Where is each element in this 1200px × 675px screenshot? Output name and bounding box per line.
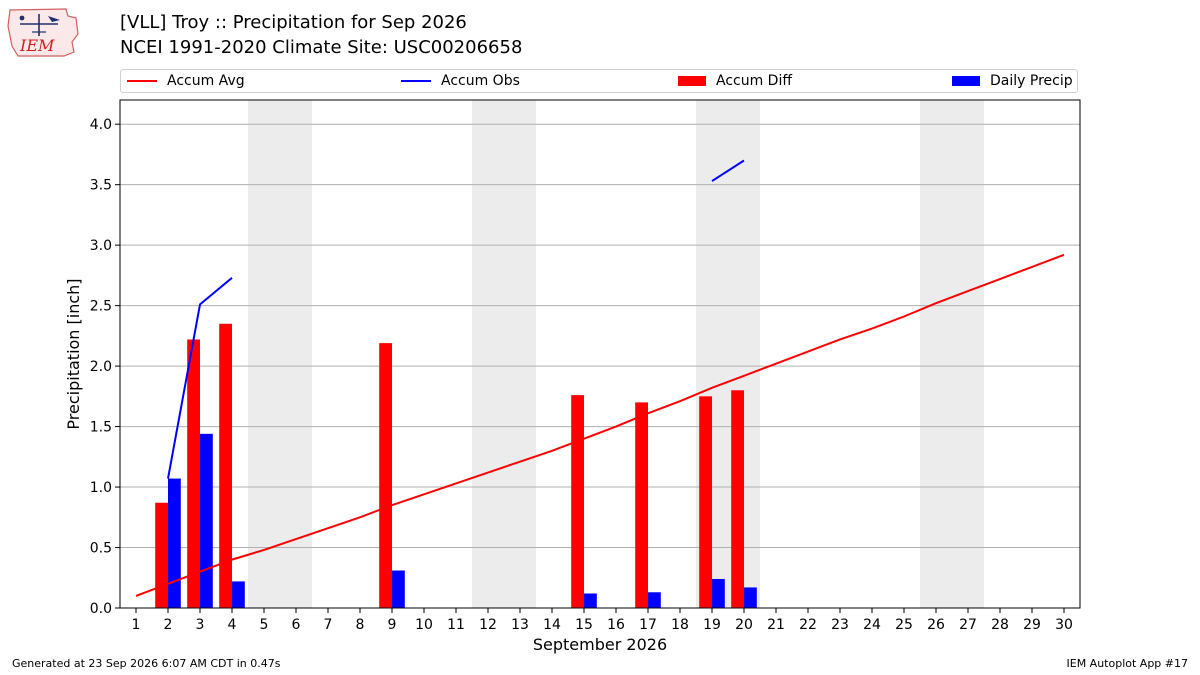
x-tick-label: 12: [479, 617, 497, 633]
legend-label-accum-obs: Accum Obs: [441, 73, 520, 89]
app-credit: IEM Autoplot App #17: [1066, 657, 1189, 670]
accum-diff-bar: [379, 343, 392, 608]
x-tick-label: 3: [196, 617, 205, 633]
y-tick-label: 2.0: [90, 359, 112, 375]
x-tick-label: 24: [863, 617, 881, 633]
accum-diff-bar: [571, 395, 584, 608]
x-tick-label: 4: [228, 617, 237, 633]
x-tick-label: 20: [735, 617, 753, 633]
accum-obs-line: [167, 277, 233, 479]
x-tick-label: 26: [927, 617, 945, 633]
accum-obs-line: [711, 159, 745, 182]
weekend-band: [920, 100, 984, 608]
y-tick-label: 1.0: [90, 480, 112, 496]
x-tick-label: 18: [671, 617, 689, 633]
accum-diff-bar: [187, 339, 200, 608]
x-tick-label: 17: [639, 617, 657, 633]
weekend-band: [472, 100, 536, 608]
daily-precip-bar: [712, 578, 725, 608]
x-axis-label: September 2026: [533, 635, 667, 654]
legend: Accum Avg Accum Obs Accum Diff Daily Pre…: [120, 69, 1078, 93]
daily-precip-bar: [744, 587, 757, 608]
legend-item-accum-avg: Accum Avg: [127, 70, 245, 92]
logo-text: IEM: [19, 36, 55, 55]
accum-diff-bar: [219, 323, 232, 608]
legend-label-daily-precip: Daily Precip: [990, 73, 1073, 89]
x-tick-label: 10: [415, 617, 433, 633]
chart-subtitle: NCEI 1991-2020 Climate Site: USC00206658: [120, 37, 523, 58]
y-tick-label: 2.5: [90, 299, 112, 315]
x-tick-label: 8: [356, 617, 365, 633]
legend-swatch-accum-avg: [127, 80, 157, 82]
y-tick-label: 0.5: [90, 541, 112, 557]
legend-item-daily-precip: Daily Precip: [952, 70, 1073, 92]
x-tick-label: 5: [260, 617, 269, 633]
y-tick-label: 3.0: [90, 238, 112, 254]
daily-precip-bar: [648, 592, 661, 608]
legend-swatch-daily-precip: [952, 76, 980, 86]
y-axis-label: Precipitation [inch]: [64, 278, 83, 429]
legend-item-accum-diff: Accum Diff: [678, 70, 792, 92]
accum-diff-bar: [731, 390, 744, 608]
daily-precip-bar: [392, 570, 405, 608]
y-tick-label: 1.5: [90, 420, 112, 436]
generated-timestamp: Generated at 23 Sep 2026 6:07 AM CDT in …: [12, 657, 281, 670]
x-tick-label: 21: [767, 617, 785, 633]
legend-item-accum-obs: Accum Obs: [401, 70, 520, 92]
legend-swatch-accum-diff: [678, 76, 706, 86]
x-tick-label: 14: [543, 617, 561, 633]
daily-precip-bar: [200, 433, 213, 608]
accum-diff-bar: [699, 396, 712, 608]
legend-label-accum-diff: Accum Diff: [716, 73, 793, 89]
x-tick-label: 22: [799, 617, 817, 633]
x-tick-label: 27: [959, 617, 977, 633]
iem-logo: IEM: [6, 6, 80, 58]
x-tick-label: 11: [447, 617, 465, 633]
x-tick-label: 7: [324, 617, 333, 633]
daily-precip-bar: [232, 581, 245, 608]
x-tick-label: 30: [1055, 617, 1073, 633]
x-tick-label: 6: [292, 617, 301, 633]
x-tick-label: 16: [607, 617, 625, 633]
x-tick-label: 1: [132, 617, 141, 633]
x-tick-label: 19: [703, 617, 721, 633]
x-tick-label: 25: [895, 617, 913, 633]
y-tick-label: 4.0: [90, 117, 112, 133]
x-tick-label: 15: [575, 617, 593, 633]
y-tick-label: 0.0: [90, 601, 112, 617]
daily-precip-bar: [168, 478, 181, 608]
x-tick-label: 13: [511, 617, 529, 633]
x-tick-label: 29: [1023, 617, 1041, 633]
accum-avg-line: [135, 253, 1065, 597]
plot-frame: [119, 99, 1081, 609]
x-tick-label: 9: [388, 617, 397, 633]
y-tick-label: 3.5: [90, 178, 112, 194]
weekend-band: [248, 100, 312, 608]
accum-diff-bar: [635, 402, 648, 608]
x-tick-label: 28: [991, 617, 1009, 633]
legend-label-accum-avg: Accum Avg: [167, 73, 245, 89]
accum-diff-bar: [155, 502, 168, 608]
daily-precip-bar: [584, 593, 597, 608]
x-tick-label: 2: [164, 617, 173, 633]
chart-title: [VLL] Troy :: Precipitation for Sep 2026: [120, 12, 467, 33]
legend-swatch-accum-obs: [401, 80, 431, 82]
x-tick-label: 23: [831, 617, 849, 633]
